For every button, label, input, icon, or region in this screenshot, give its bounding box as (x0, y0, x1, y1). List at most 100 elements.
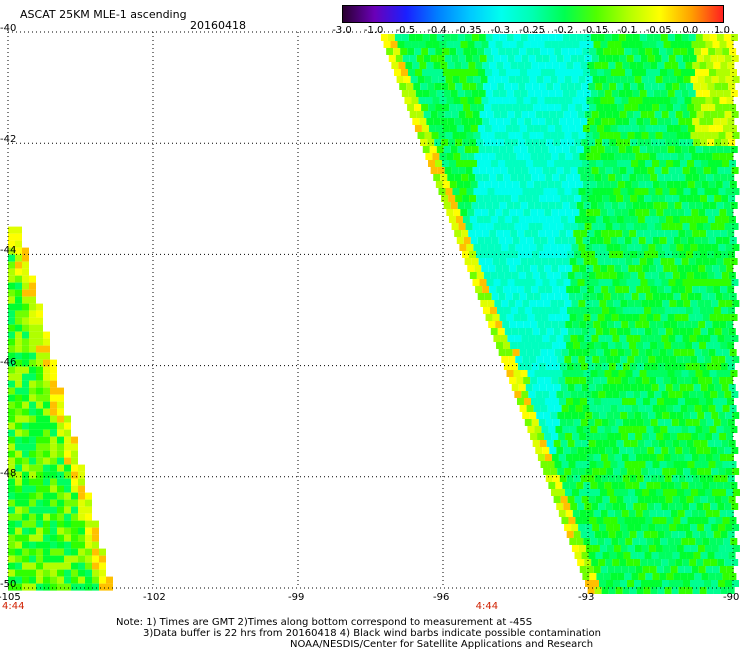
swath-cell (539, 272, 547, 279)
swath-cell (581, 328, 589, 335)
swath-cell (29, 485, 36, 493)
swath-cell (552, 307, 560, 314)
swath-cell (732, 244, 740, 251)
swath-cell (582, 461, 590, 468)
swath-cell (518, 83, 526, 90)
swath-cell (445, 76, 453, 83)
swath-cell (647, 335, 655, 342)
swath-cell (64, 457, 71, 465)
swath-cell (582, 181, 590, 188)
swath-cell (589, 573, 597, 580)
swath-cell (618, 370, 626, 377)
swath-cell (430, 167, 438, 174)
swath-cell (609, 496, 617, 503)
swath-cell (608, 307, 616, 314)
swath-cell (597, 34, 605, 41)
swath-cell (663, 97, 671, 104)
swath-cell (383, 41, 391, 48)
swath-cell (690, 132, 698, 139)
swath-cell (106, 583, 113, 591)
swath-cell (15, 324, 22, 332)
swath-cell (432, 97, 440, 104)
swath-cell (721, 272, 729, 279)
swath-cell (516, 209, 524, 216)
swath-cell (598, 223, 606, 230)
swath-cell (727, 342, 735, 349)
swath-cell (610, 69, 618, 76)
swath-cell (493, 223, 501, 230)
swath-cell (666, 160, 674, 167)
swath-cell (683, 132, 691, 139)
swath-cell (36, 338, 43, 346)
swath-cell (636, 307, 644, 314)
swath-cell (50, 464, 57, 472)
swath-cell (460, 97, 468, 104)
swath-cell (645, 181, 653, 188)
swath-cell (602, 272, 610, 279)
swath-cell (510, 230, 518, 237)
swath-cell (665, 83, 673, 90)
swath-cell (484, 69, 492, 76)
swath-cell (718, 545, 726, 552)
swath-cell (671, 118, 679, 125)
swath-cell (614, 321, 622, 328)
swath-cell (630, 83, 638, 90)
swath-cell (490, 328, 498, 335)
swath-cell (727, 363, 735, 370)
swath-cell (560, 440, 568, 447)
swath-cell (709, 34, 717, 41)
colorbar-label: -0.1 (617, 25, 637, 36)
swath-cell (658, 384, 666, 391)
swath-cell (36, 324, 43, 332)
swath-cell (515, 300, 523, 307)
swath-cell (611, 482, 619, 489)
swath-cell (22, 310, 29, 318)
swath-cell (702, 202, 710, 209)
swath-cell (647, 111, 655, 118)
swath-cell (553, 272, 561, 279)
swath-cell (414, 69, 422, 76)
swath-cell (712, 377, 720, 384)
swath-cell (715, 293, 723, 300)
swath-cell (538, 286, 546, 293)
swath-cell (693, 496, 701, 503)
swath-cell (85, 541, 92, 549)
swath-cell (706, 342, 714, 349)
swath-cell (584, 223, 592, 230)
swath-cell (654, 391, 662, 398)
swath-cell (629, 531, 637, 538)
swath-cell (713, 286, 721, 293)
swath-cell (608, 118, 616, 125)
swath-cell (592, 580, 600, 587)
swath-cell (64, 562, 71, 570)
swath-cell (505, 160, 513, 167)
swath-cell (599, 188, 607, 195)
swath-cell (574, 496, 582, 503)
swath-cell (64, 436, 71, 444)
swath-cell (526, 181, 534, 188)
swath-cell (561, 237, 569, 244)
swath-cell (15, 401, 22, 409)
swath-cell (640, 447, 648, 454)
swath-cell (472, 167, 480, 174)
swath-cell (727, 419, 735, 426)
swath-cell (22, 415, 29, 423)
swath-cell (606, 524, 614, 531)
swath-cell (64, 422, 71, 430)
swath-cell (470, 160, 478, 167)
swath-cell (550, 468, 558, 475)
swath-cell (558, 454, 566, 461)
swath-cell (677, 97, 685, 104)
swath-cell (722, 349, 730, 356)
swath-cell (521, 335, 529, 342)
swath-cell (696, 111, 704, 118)
swath-cell (458, 167, 466, 174)
swath-cell (715, 405, 723, 412)
swath-cell (707, 195, 715, 202)
swath-cell (523, 209, 531, 216)
swath-cell (683, 468, 691, 475)
swath-cell (596, 125, 604, 132)
swath-cell (655, 545, 663, 552)
swath-cell (593, 321, 601, 328)
swath-cell (580, 531, 588, 538)
